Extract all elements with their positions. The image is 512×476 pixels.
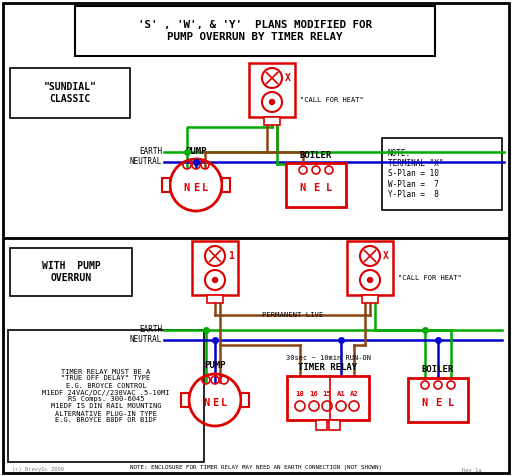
FancyBboxPatch shape bbox=[362, 295, 378, 303]
FancyBboxPatch shape bbox=[207, 295, 223, 303]
Text: 18: 18 bbox=[295, 391, 304, 397]
Text: 16: 16 bbox=[310, 391, 318, 397]
Text: TIMER RELAY MUST BE A
"TRUE OFF DELAY" TYPE
E.G. BROYCE CONTROL
M1EDF 24VAC/DC//: TIMER RELAY MUST BE A "TRUE OFF DELAY" T… bbox=[42, 368, 170, 424]
Text: PUMP: PUMP bbox=[185, 147, 207, 156]
Circle shape bbox=[269, 99, 274, 105]
FancyBboxPatch shape bbox=[8, 330, 204, 462]
Text: X: X bbox=[285, 73, 291, 83]
Text: EARTH: EARTH bbox=[139, 326, 162, 335]
Text: X: X bbox=[383, 251, 389, 261]
Text: NOTE: ENCLOSURE FOR TIMER RELAY MAY NEED AN EARTH CONNECTION (NOT SHOWN): NOTE: ENCLOSURE FOR TIMER RELAY MAY NEED… bbox=[130, 466, 382, 470]
Text: E: E bbox=[193, 183, 199, 193]
FancyBboxPatch shape bbox=[162, 178, 170, 192]
FancyBboxPatch shape bbox=[286, 163, 346, 207]
FancyBboxPatch shape bbox=[287, 376, 369, 420]
Text: NOTE:
TERMINAL "X"
S-Plan = 10
W-Plan =  7
Y-Plan =  8: NOTE: TERMINAL "X" S-Plan = 10 W-Plan = … bbox=[388, 149, 443, 199]
Text: L: L bbox=[202, 183, 208, 193]
Text: N: N bbox=[203, 398, 209, 408]
Text: N: N bbox=[422, 398, 428, 408]
FancyBboxPatch shape bbox=[382, 138, 502, 210]
Text: L: L bbox=[448, 398, 454, 408]
Text: E: E bbox=[313, 183, 319, 193]
Text: N: N bbox=[300, 183, 306, 193]
Text: PUMP: PUMP bbox=[204, 361, 226, 370]
FancyBboxPatch shape bbox=[329, 420, 340, 430]
FancyBboxPatch shape bbox=[10, 248, 132, 296]
Text: 1: 1 bbox=[228, 251, 234, 261]
Text: BOILER: BOILER bbox=[300, 150, 332, 159]
Text: N: N bbox=[184, 183, 190, 193]
Text: E: E bbox=[212, 398, 218, 408]
FancyBboxPatch shape bbox=[264, 117, 280, 125]
Text: "SUNDIAL"
CLASSIC: "SUNDIAL" CLASSIC bbox=[44, 82, 96, 104]
Text: 'S' , 'W', & 'Y'  PLANS MODIFIED FOR
PUMP OVERRUN BY TIMER RELAY: 'S' , 'W', & 'Y' PLANS MODIFIED FOR PUMP… bbox=[138, 20, 372, 42]
FancyBboxPatch shape bbox=[181, 393, 189, 407]
Text: WITH  PUMP
OVERRUN: WITH PUMP OVERRUN bbox=[41, 261, 100, 283]
FancyBboxPatch shape bbox=[408, 378, 468, 422]
Text: 30sec ~ 10min RUN-ON: 30sec ~ 10min RUN-ON bbox=[286, 355, 371, 361]
Text: BOILER: BOILER bbox=[422, 366, 454, 375]
Text: NEUTRAL: NEUTRAL bbox=[130, 336, 162, 345]
Text: EARTH: EARTH bbox=[139, 148, 162, 157]
FancyBboxPatch shape bbox=[241, 393, 249, 407]
Text: "CALL FOR HEAT": "CALL FOR HEAT" bbox=[398, 275, 462, 281]
Circle shape bbox=[212, 278, 218, 282]
Text: Rev 1a: Rev 1a bbox=[462, 467, 481, 473]
Circle shape bbox=[368, 278, 373, 282]
FancyBboxPatch shape bbox=[316, 420, 327, 430]
Text: L: L bbox=[221, 398, 227, 408]
FancyBboxPatch shape bbox=[75, 6, 435, 56]
Text: A2: A2 bbox=[350, 391, 358, 397]
Text: (c) BrevySc 2009: (c) BrevySc 2009 bbox=[12, 467, 64, 473]
Text: PERMANENT LIVE: PERMANENT LIVE bbox=[262, 312, 323, 318]
Text: TIMER RELAY: TIMER RELAY bbox=[298, 364, 357, 373]
FancyBboxPatch shape bbox=[10, 68, 130, 118]
FancyBboxPatch shape bbox=[222, 178, 230, 192]
Text: "CALL FOR HEAT": "CALL FOR HEAT" bbox=[300, 97, 364, 103]
Text: 15: 15 bbox=[323, 391, 331, 397]
FancyBboxPatch shape bbox=[249, 63, 295, 117]
Text: NEUTRAL: NEUTRAL bbox=[130, 158, 162, 167]
FancyBboxPatch shape bbox=[347, 241, 393, 295]
FancyBboxPatch shape bbox=[192, 241, 238, 295]
Text: L: L bbox=[326, 183, 332, 193]
FancyBboxPatch shape bbox=[3, 3, 509, 473]
Text: A1: A1 bbox=[336, 391, 346, 397]
Text: E: E bbox=[435, 398, 441, 408]
